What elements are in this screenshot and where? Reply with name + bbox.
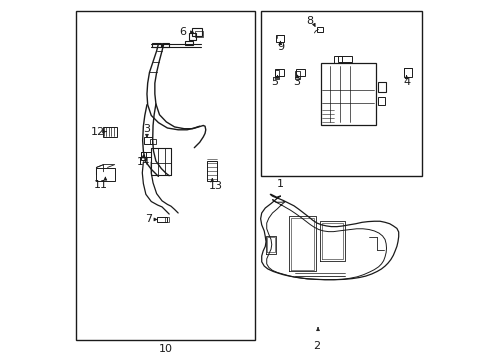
Text: 1: 1 [276,179,283,189]
Text: 8: 8 [306,16,313,26]
Text: 6: 6 [179,27,186,37]
Text: 14: 14 [137,157,150,167]
Bar [96,168,115,181]
Bar [164,217,168,222]
Bar [152,42,161,47]
Bar [378,97,384,105]
Bar [320,63,376,125]
Text: 4: 4 [402,77,409,87]
Bar [143,137,151,144]
Bar [276,35,284,42]
Text: 3: 3 [292,77,299,87]
Text: 2: 2 [312,341,319,351]
Bar [192,28,202,36]
Bar [377,82,385,92]
Bar [337,56,351,62]
Bar [195,31,202,37]
Bar [295,71,299,79]
Text: 3: 3 [143,124,150,134]
Bar [333,57,341,63]
Bar [188,33,196,40]
Text: 9: 9 [276,42,284,52]
Bar [162,43,168,46]
Bar [103,127,117,136]
Bar [316,27,323,32]
Text: 10: 10 [158,343,172,354]
Bar [274,70,279,79]
Bar [275,69,284,76]
Text: 11: 11 [94,180,108,190]
Bar [149,139,156,144]
Bar [207,161,217,181]
Text: 5: 5 [271,77,278,87]
Text: 12: 12 [91,127,105,136]
Bar [76,12,255,339]
Bar [295,69,304,76]
Text: 7: 7 [144,215,152,224]
Bar [140,152,151,157]
Bar [185,41,192,45]
Bar [260,12,421,176]
Bar [403,68,411,77]
Bar [141,152,145,159]
Text: 13: 13 [208,181,223,191]
Bar [157,217,167,222]
